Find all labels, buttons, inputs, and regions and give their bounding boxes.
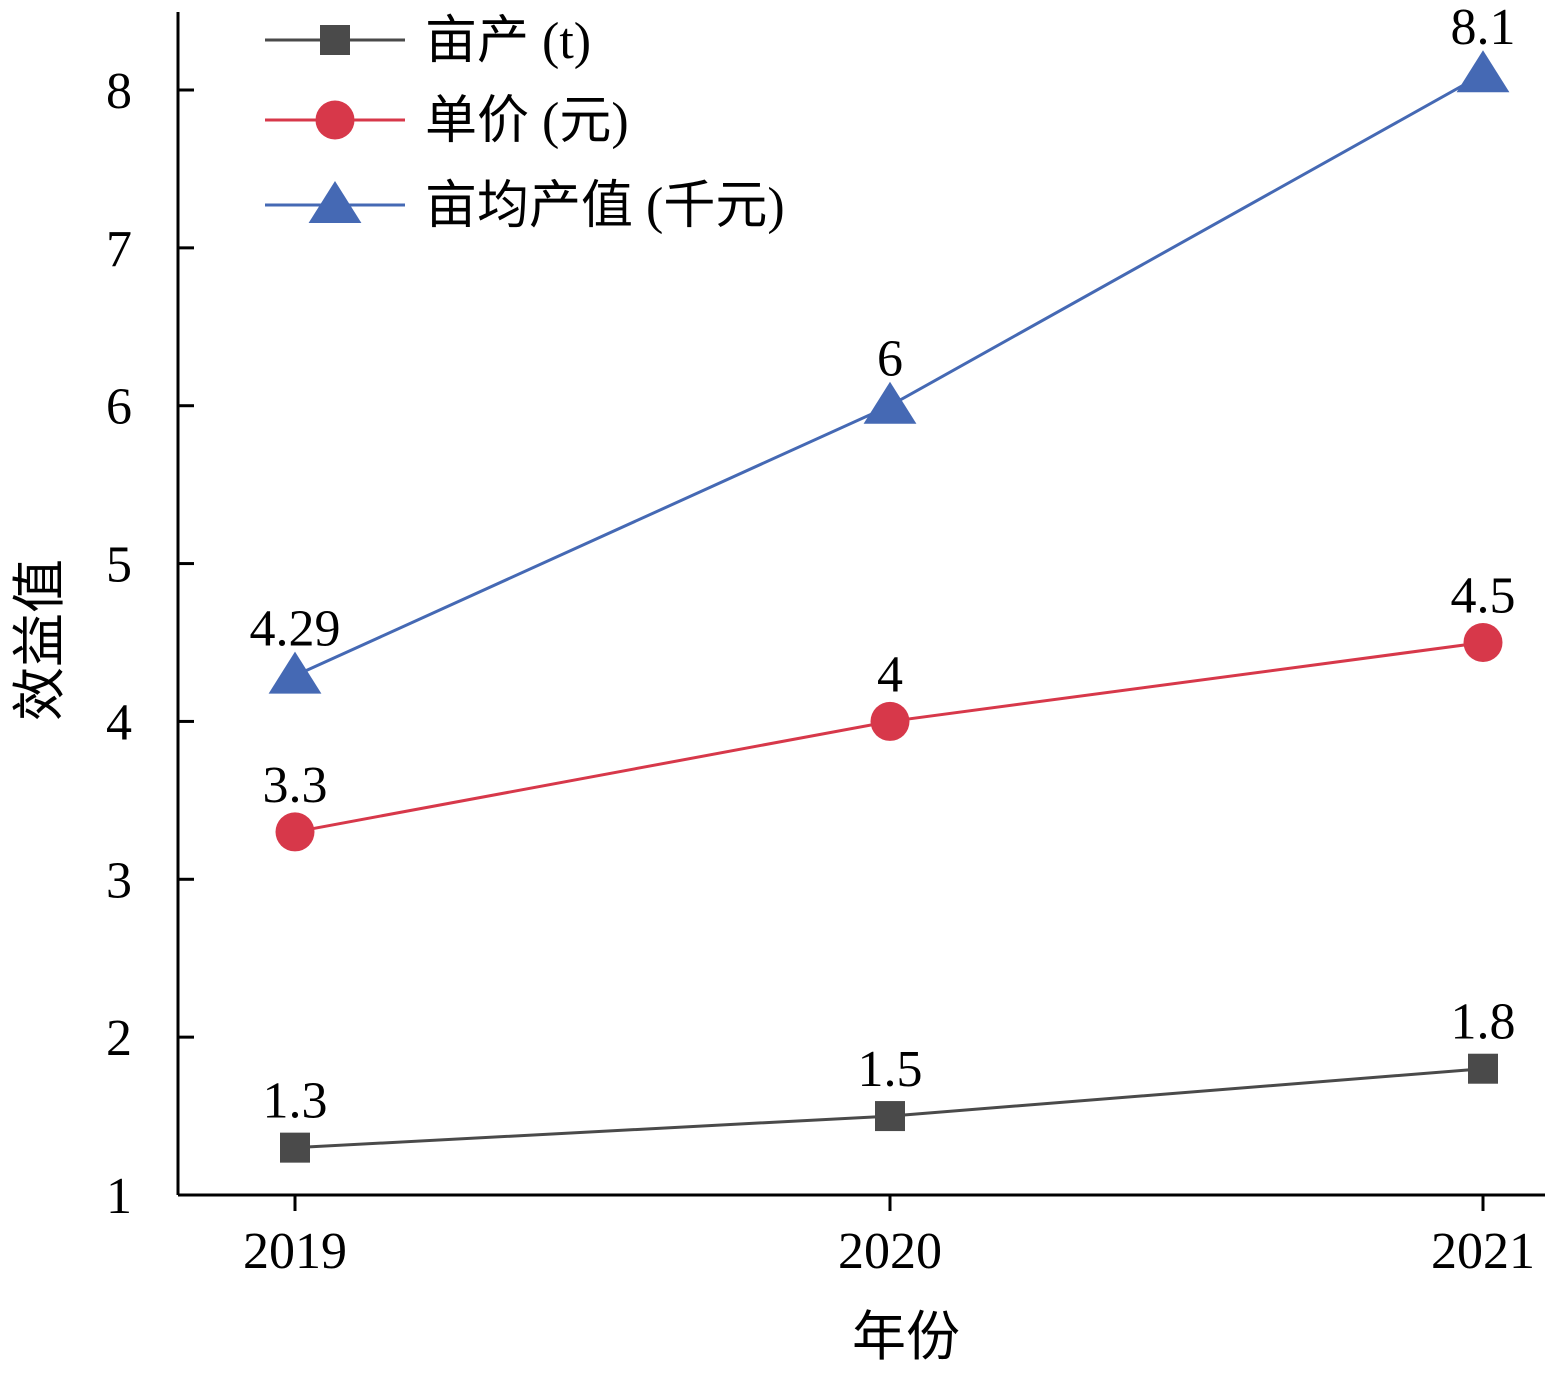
data-label: 1.3 <box>263 1073 328 1130</box>
data-label: 4 <box>877 646 903 703</box>
data-label: 1.8 <box>1451 994 1516 1051</box>
legend-label: 单价 (元) <box>425 93 629 150</box>
data-label: 3.3 <box>263 757 328 814</box>
legend-label: 亩产 (t) <box>425 13 591 70</box>
data-label: 1.5 <box>858 1041 923 1098</box>
x-tick-label: 2021 <box>1431 1223 1535 1280</box>
axes: 1 2 3 4 5 6 7 8 2019 2020 2021 <box>106 12 1545 1280</box>
data-point-marker <box>1463 623 1503 662</box>
y-tick-label: 6 <box>106 379 132 436</box>
legend-marker <box>308 181 362 223</box>
legend-marker <box>320 25 350 55</box>
series-group <box>268 50 1510 1163</box>
x-axis-title: 年份 <box>852 1307 960 1367</box>
legend-label: 亩均产值 (千元) <box>425 178 785 235</box>
legend: 亩产 (t) 单价 (元) 亩均产值 (千元) <box>265 13 785 235</box>
data-label: 4.29 <box>250 601 341 658</box>
x-tick-label: 2019 <box>243 1223 347 1280</box>
series-3 <box>268 50 1510 694</box>
data-point-marker <box>1468 1053 1498 1084</box>
data-label: 6 <box>877 331 903 388</box>
y-tick-label: 5 <box>106 537 132 594</box>
y-tick-label: 8 <box>106 63 132 120</box>
legend-item: 亩产 (t) <box>265 13 591 70</box>
data-label: 8.1 <box>1451 0 1516 56</box>
series-2 <box>275 623 1503 852</box>
y-axis-title: 效益值 <box>10 559 70 721</box>
legend-item: 单价 (元) <box>265 93 629 150</box>
data-labels: 1.3 1.5 1.8 3.3 4 4.5 4.29 6 8.1 <box>250 0 1516 1130</box>
y-tick-label: 4 <box>106 694 132 751</box>
y-tick-label: 3 <box>106 852 132 909</box>
y-tick-label: 1 <box>106 1168 132 1225</box>
data-point-marker <box>280 1132 310 1163</box>
data-label: 4.5 <box>1451 568 1516 625</box>
legend-marker <box>315 100 355 140</box>
data-point-marker <box>870 701 910 741</box>
data-point-marker <box>275 812 315 852</box>
y-tick-label: 7 <box>106 221 132 278</box>
data-point-marker <box>268 651 322 694</box>
data-point-marker <box>1456 50 1510 93</box>
data-point-marker <box>875 1101 905 1132</box>
legend-item: 亩均产值 (千元) <box>265 178 785 235</box>
data-point-marker <box>863 381 917 424</box>
series-1 <box>280 1053 1498 1163</box>
y-tick-label: 2 <box>106 1010 132 1067</box>
x-tick-label: 2020 <box>838 1223 942 1280</box>
